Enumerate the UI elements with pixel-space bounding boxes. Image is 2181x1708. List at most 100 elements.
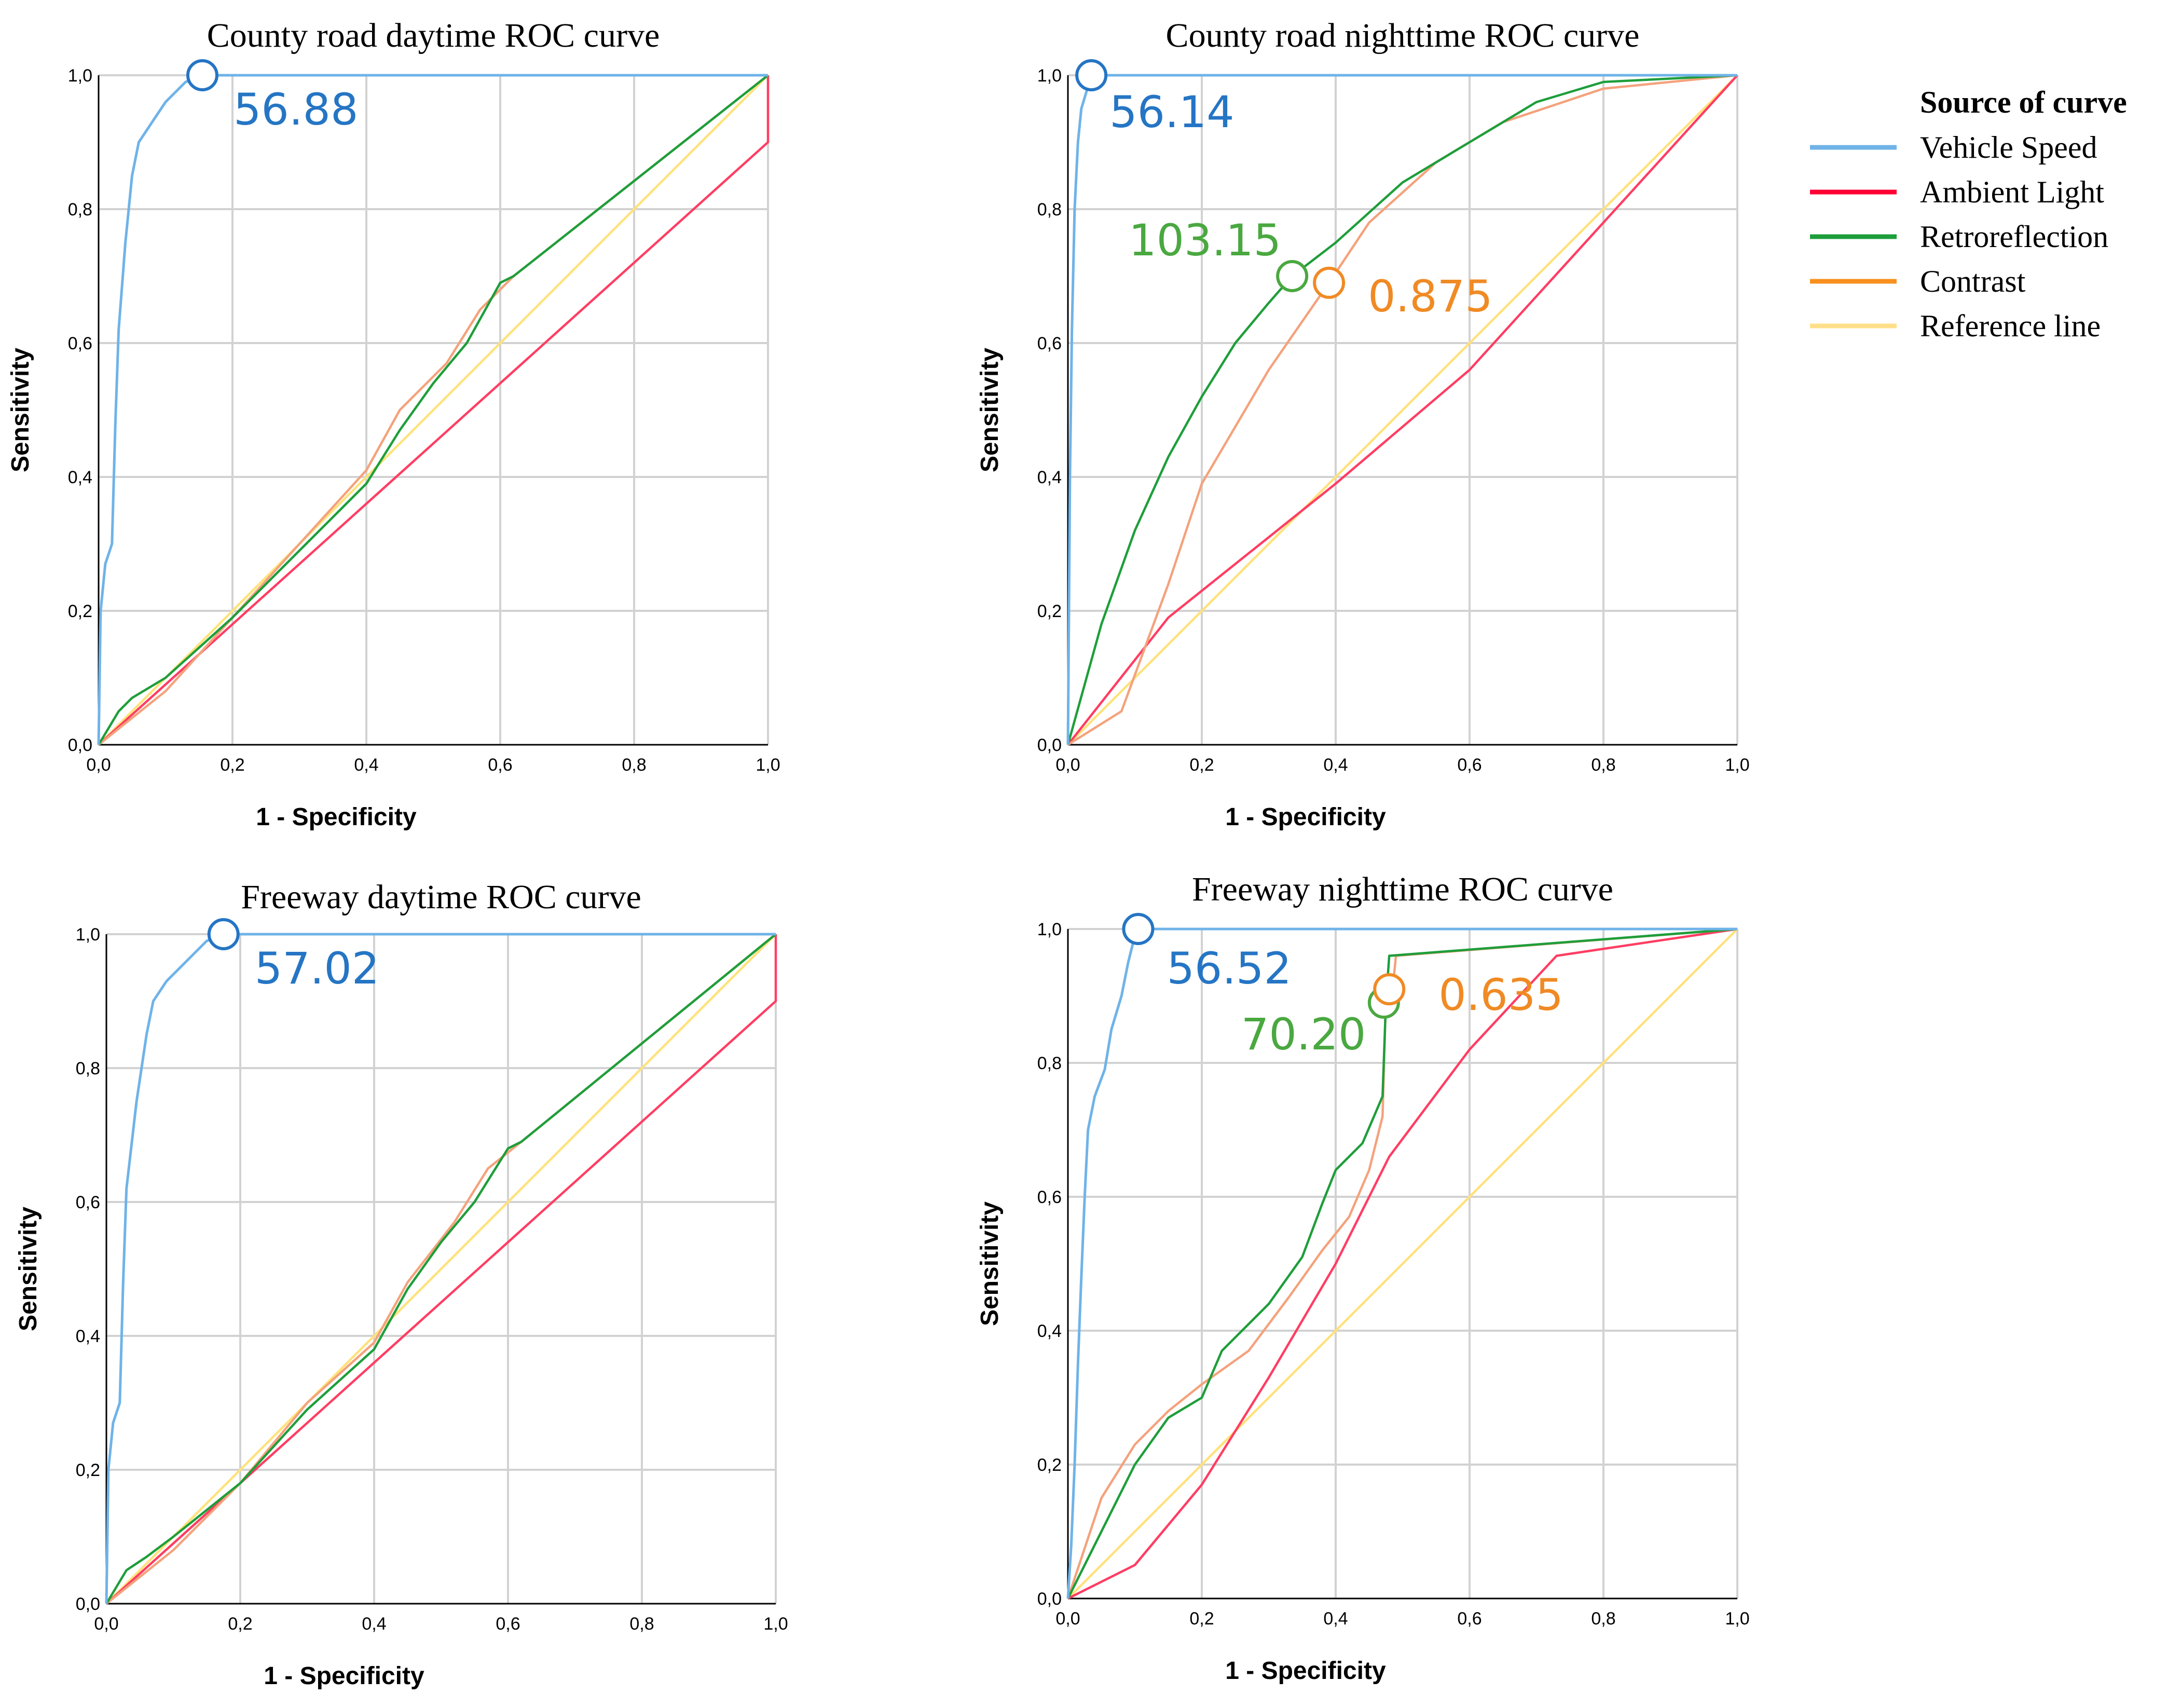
y-tick-label: 0,4 xyxy=(68,468,92,487)
y-tick-label: 0,6 xyxy=(76,1193,100,1212)
x-tick-label: 0,0 xyxy=(94,1614,118,1634)
cutoff-label: 0.875 xyxy=(1368,271,1492,322)
y-tick-label: 0,6 xyxy=(1037,334,1062,353)
y-tick-label: 0,4 xyxy=(1037,1321,1062,1341)
x-tick-label: 0,2 xyxy=(1189,1609,1214,1629)
x-tick-label: 0,8 xyxy=(622,755,646,775)
x-tick-label: 0,6 xyxy=(1457,1609,1482,1629)
y-tick-label: 0,0 xyxy=(1037,1589,1062,1609)
x-tick-label: 0,2 xyxy=(228,1614,252,1634)
cutoff-marker xyxy=(1313,266,1346,299)
cutoff-marker xyxy=(1122,913,1155,945)
y-tick-label: 1,0 xyxy=(68,66,92,86)
x-tick-label: 0,2 xyxy=(220,755,244,775)
x-axis-label: 1 - Specificity xyxy=(264,1662,424,1690)
y-tick-label: 0,8 xyxy=(1037,1054,1062,1073)
y-tick-label: 0,4 xyxy=(1037,468,1062,487)
y-tick-label: 1,0 xyxy=(1037,920,1062,939)
x-tick-label: 0,4 xyxy=(1323,755,1348,775)
chart-title: Freeway daytime ROC curve xyxy=(241,878,641,916)
legend-label-contrast: Contrast xyxy=(1920,264,2026,298)
series-line-reference-line xyxy=(98,74,769,746)
chart-4: Freeway nighttime ROC curve 0,0 0,2 0,4 0,6 0… xyxy=(976,870,1750,1685)
cutoff-marker xyxy=(186,59,218,91)
cutoff-label: 103.15 xyxy=(1129,215,1281,266)
x-tick-label: 0,6 xyxy=(488,755,512,775)
x-axis-label: 1 - Specificity xyxy=(256,803,417,831)
series-line-retroreflection xyxy=(98,74,769,746)
series-line-contrast xyxy=(105,933,777,1605)
y-tick-label: 0,2 xyxy=(76,1460,100,1480)
y-axis-label: Sensitivity xyxy=(7,348,34,472)
x-tick-label: 0,0 xyxy=(1055,1609,1080,1629)
y-tick-label: 0,2 xyxy=(1037,602,1062,621)
series-line-reference-line xyxy=(1067,928,1738,1600)
y-tick-label: 0,6 xyxy=(68,334,92,353)
y-tick-label: 0,4 xyxy=(76,1327,100,1346)
y-tick-label: 0,2 xyxy=(1037,1455,1062,1475)
x-axis-label: 1 - Specificity xyxy=(1225,1657,1386,1685)
cutoff-label: 56.88 xyxy=(234,84,358,135)
series-line-ambient-light xyxy=(1067,927,1738,1600)
cutoff-label: 0.635 xyxy=(1438,969,1563,1020)
x-tick-label: 1,0 xyxy=(756,755,780,775)
y-tick-label: 0,0 xyxy=(68,735,92,755)
series-line-vehicle-speed xyxy=(1066,74,1737,745)
y-tick-label: 0,0 xyxy=(1037,735,1062,755)
series-line-ambient-light xyxy=(98,75,770,746)
x-tick-label: 0,8 xyxy=(629,1614,654,1634)
x-tick-label: 0,4 xyxy=(1323,1609,1348,1629)
x-tick-label: 1,0 xyxy=(1725,1609,1749,1629)
y-tick-label: 1,0 xyxy=(76,925,100,945)
cutoff-label: 57.02 xyxy=(255,943,379,994)
cutoff-marker xyxy=(1075,59,1108,91)
x-tick-label: 0,8 xyxy=(1591,755,1615,775)
cutoff-label: 70.20 xyxy=(1241,1009,1366,1060)
x-tick-label: 0,0 xyxy=(86,755,111,775)
y-axis-label: Sensitivity xyxy=(976,348,1004,472)
x-tick-label: 0,4 xyxy=(362,1614,386,1634)
legend-label-ambient-light: Ambient Light xyxy=(1920,175,2104,209)
legend-title: Source of curve xyxy=(1920,85,2127,119)
y-tick-label: 0,8 xyxy=(76,1059,100,1078)
series-line-retroreflection xyxy=(1066,927,1738,1600)
legend-label-reference-line: Reference line xyxy=(1920,309,2101,343)
series-line-retroreflection xyxy=(1066,74,1738,745)
chart-title: Freeway nighttime ROC curve xyxy=(1192,870,1613,908)
series-line-reference-line xyxy=(105,933,777,1605)
x-tick-label: 0,6 xyxy=(1457,755,1482,775)
series-line-ambient-light xyxy=(1067,74,1738,746)
x-tick-label: 0,2 xyxy=(1189,755,1214,775)
y-tick-label: 0,8 xyxy=(68,200,92,220)
y-tick-label: 0,0 xyxy=(76,1594,100,1614)
x-tick-label: 0,4 xyxy=(354,755,378,775)
x-tick-label: 1,0 xyxy=(763,1614,788,1634)
cutoff-label: 56.52 xyxy=(1167,943,1291,994)
y-tick-label: 0,6 xyxy=(1037,1187,1062,1207)
legend: Source of curve Vehicle Speed Ambient Ligh… xyxy=(1810,85,2127,343)
chart-2: County road nighttime ROC curve 0,0 0,2 0,4… xyxy=(976,17,1750,831)
legend-label-retroreflection: Retroreflection xyxy=(1920,220,2108,254)
chart-1: County road daytime ROC curve 0,0 0,2 0,4 0,… xyxy=(7,17,780,831)
chart-3: Freeway daytime ROC curve 0,0 0,2 0,4 0,6 0,8… xyxy=(15,878,788,1690)
legend-label-vehicle-speed: Vehicle Speed xyxy=(1920,130,2097,165)
x-tick-label: 0,8 xyxy=(1591,1609,1615,1629)
series-line-reference-line xyxy=(1067,74,1738,746)
x-tick-label: 0,6 xyxy=(496,1614,520,1634)
x-tick-label: 0,0 xyxy=(1055,755,1080,775)
chart-title: County road nighttime ROC curve xyxy=(1166,17,1640,54)
cutoff-marker xyxy=(1373,973,1406,1006)
x-axis-label: 1 - Specificity xyxy=(1225,803,1386,831)
cutoff-label: 56.14 xyxy=(1109,87,1234,138)
y-tick-label: 0,2 xyxy=(68,602,92,621)
y-axis-label: Sensitivity xyxy=(15,1207,42,1331)
x-tick-label: 1,0 xyxy=(1725,755,1749,775)
y-axis-label: Sensitivity xyxy=(976,1201,1004,1326)
series-line-retroreflection xyxy=(105,933,777,1605)
y-tick-label: 0,8 xyxy=(1037,200,1062,220)
y-tick-label: 1,0 xyxy=(1037,66,1062,86)
chart-title: County road daytime ROC curve xyxy=(207,17,660,54)
cutoff-marker xyxy=(207,918,240,950)
cutoff-marker xyxy=(1276,260,1309,292)
